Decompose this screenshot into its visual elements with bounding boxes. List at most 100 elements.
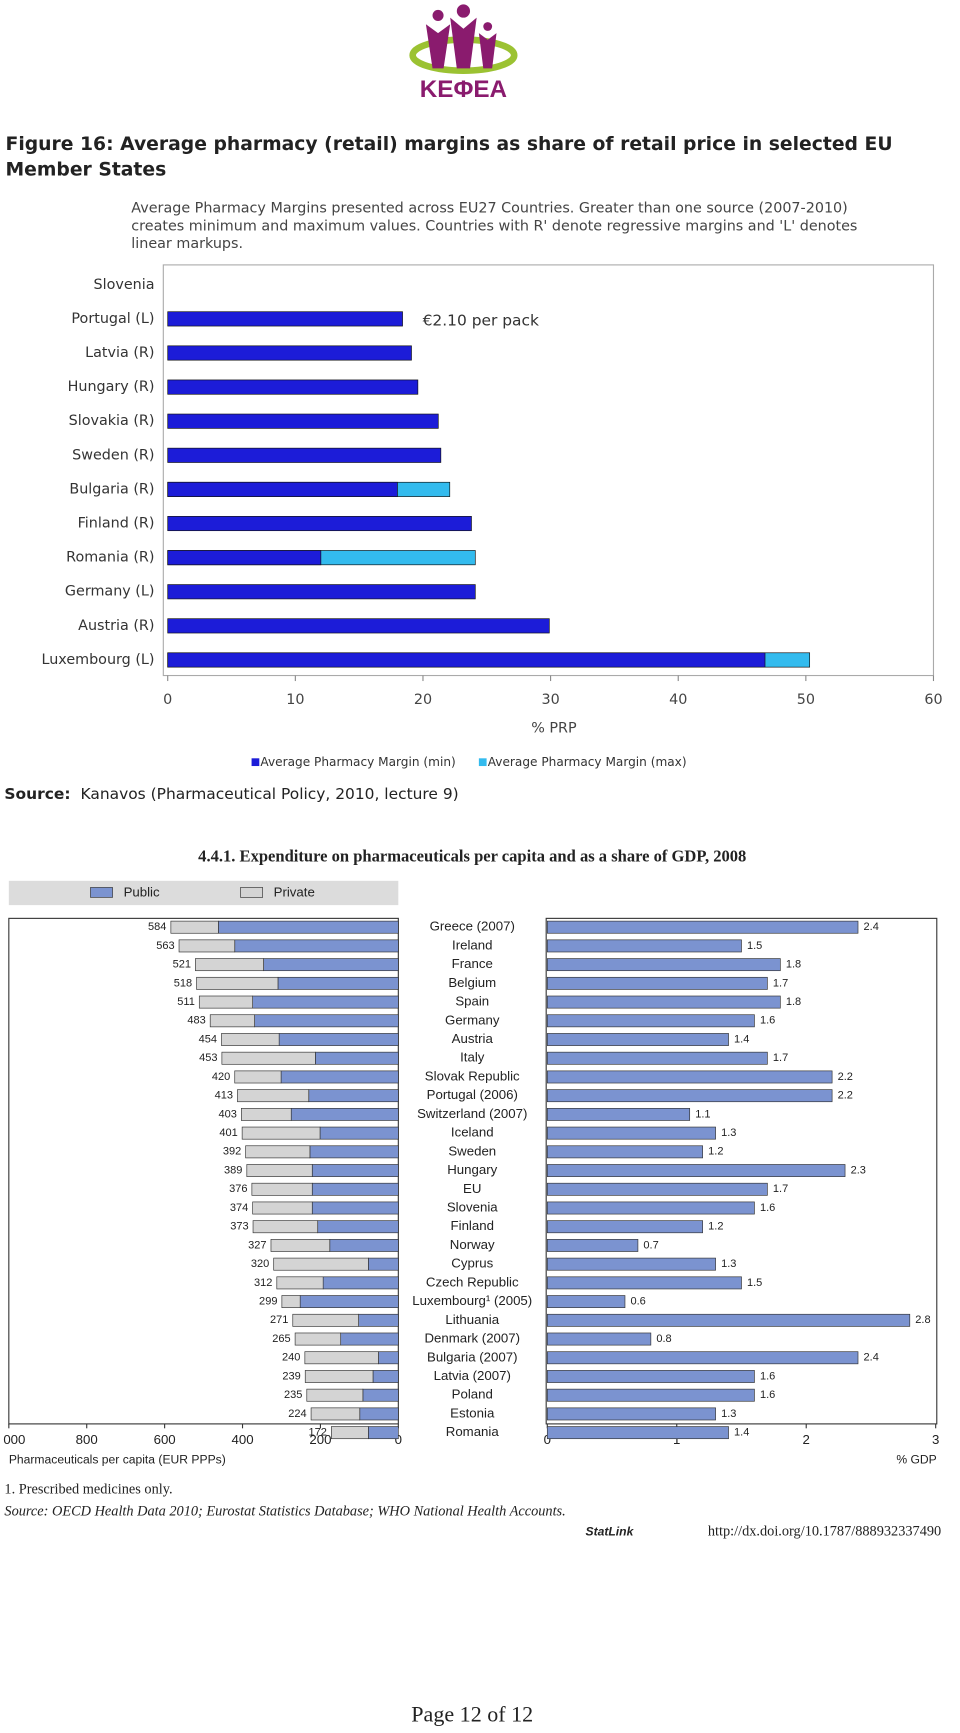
- value-label: 518: [174, 977, 192, 989]
- right-panel: [545, 917, 938, 1425]
- x-axis-label: Pharmaceuticals per capita (EUR PPPs): [9, 1453, 226, 1467]
- bar-segment: [221, 1051, 316, 1065]
- bar-segment: [322, 1276, 399, 1290]
- legend-label: Average Pharmacy Margin (min): [260, 755, 455, 769]
- value-label: 420: [212, 1071, 230, 1083]
- value-label: 235: [284, 1389, 302, 1401]
- bar-segment: [209, 1014, 255, 1028]
- legend-swatch: [478, 758, 487, 767]
- annotation: €2.10 per pack: [423, 312, 539, 330]
- bar-segment: [368, 1257, 399, 1271]
- bar: [546, 1295, 626, 1309]
- category-label: Germany (L): [65, 584, 155, 600]
- bar-segment: [280, 1070, 399, 1084]
- value-label: 511: [177, 996, 195, 1008]
- legend-swatch: [251, 758, 260, 767]
- bar: [546, 1051, 768, 1065]
- bar-segment: [310, 1407, 361, 1421]
- bar-segment: [319, 1126, 399, 1140]
- bar: [546, 1070, 833, 1084]
- category-label: Sweden (R): [72, 447, 154, 463]
- bar: [167, 618, 550, 634]
- bar-segment: [254, 1014, 399, 1028]
- bar-segment: [311, 1182, 399, 1196]
- value-label: 403: [219, 1108, 237, 1120]
- x-tick-label: 0: [395, 1432, 402, 1447]
- value-label: 320: [251, 1258, 269, 1270]
- bar-segment: [245, 1145, 311, 1159]
- bar-segment: [237, 1089, 310, 1103]
- bar: [167, 379, 419, 395]
- bar-segment: [198, 995, 253, 1009]
- bar: [546, 1407, 716, 1421]
- bar-segment: [246, 1164, 313, 1177]
- value-label: 453: [199, 1052, 217, 1064]
- value-label: 327: [248, 1239, 266, 1251]
- value-label: 2.2: [838, 1071, 853, 1083]
- value-label: 373: [230, 1221, 248, 1233]
- x-tick-label: 600: [154, 1432, 176, 1447]
- legend-label: Average Pharmacy Margin (max): [488, 755, 687, 769]
- bar: [546, 1107, 691, 1121]
- bar: [546, 1388, 755, 1402]
- bar: [167, 311, 403, 327]
- category-label: Ireland: [452, 937, 492, 952]
- bar: [546, 920, 859, 934]
- category-label: Greece (2007): [430, 919, 515, 934]
- value-label: 1.4: [734, 1033, 749, 1045]
- bar: [546, 1164, 846, 1177]
- bar: [546, 1332, 652, 1346]
- footnote: 1. Prescribed medicines only.: [4, 1481, 172, 1497]
- value-label: 172: [309, 1427, 327, 1439]
- x-tick-label: 30: [541, 692, 559, 708]
- category-label: Hungary (R): [68, 379, 155, 395]
- value-label: 563: [156, 940, 174, 952]
- bar-segment: [278, 1033, 399, 1046]
- bar: [546, 976, 768, 990]
- category-label: Portugal (2006): [427, 1087, 518, 1102]
- bar-segment: [315, 1051, 399, 1065]
- bar-segment: [252, 995, 399, 1009]
- value-label: 1.8: [786, 996, 801, 1008]
- x-tick-label: 800: [76, 1432, 98, 1447]
- bar-segment: [294, 1332, 342, 1346]
- category-label: Portugal (L): [71, 311, 154, 327]
- logo-figure: [483, 22, 493, 31]
- bar: [546, 1313, 911, 1327]
- category-label: Slovak Republic: [425, 1068, 520, 1083]
- statlink-label: StatLink: [586, 1524, 635, 1538]
- bar-segment: [281, 1295, 301, 1309]
- value-label: 1.2: [708, 1221, 723, 1233]
- value-label: 271: [270, 1314, 288, 1326]
- source-text: Source: OECD Health Data 2010; Eurostat …: [4, 1504, 565, 1520]
- bar: [167, 447, 442, 463]
- source-text: Kanavos (Pharmaceutical Policy, 2010, le…: [81, 785, 459, 803]
- bar: [546, 939, 742, 953]
- category-label: Czech Republic: [426, 1274, 519, 1289]
- category-label: Denmark (2007): [424, 1331, 520, 1346]
- plot-frame: [162, 264, 935, 677]
- content: ΚΕΦΕΑ Figure 16: Average pharmacy (retai…: [0, 4, 943, 1726]
- value-label: 389: [224, 1164, 242, 1176]
- value-label: 1.4: [734, 1427, 749, 1439]
- bar-segment: [218, 920, 399, 934]
- value-label: 521: [173, 959, 191, 971]
- value-label: 0.8: [656, 1333, 671, 1345]
- category-label: Latvia (R): [85, 345, 154, 361]
- bar-segment: [252, 1220, 319, 1234]
- category-label: Latvia (2007): [434, 1368, 511, 1383]
- category-label: Germany: [445, 1012, 500, 1027]
- bar: [167, 516, 472, 532]
- value-label: 2.3: [851, 1164, 866, 1176]
- category-label: Finland (R): [78, 516, 155, 532]
- bar: [546, 1126, 716, 1140]
- value-label: 1.6: [760, 1389, 775, 1401]
- category-label: Slovakia (R): [69, 413, 155, 429]
- page-number: Page 12 of 12: [411, 1701, 533, 1726]
- bar: [546, 1351, 859, 1365]
- x-tick-label: 1 000: [0, 1432, 25, 1447]
- x-tick-label: 2: [803, 1432, 810, 1447]
- x-tick-label: 50: [797, 692, 815, 708]
- bar: [546, 1033, 729, 1046]
